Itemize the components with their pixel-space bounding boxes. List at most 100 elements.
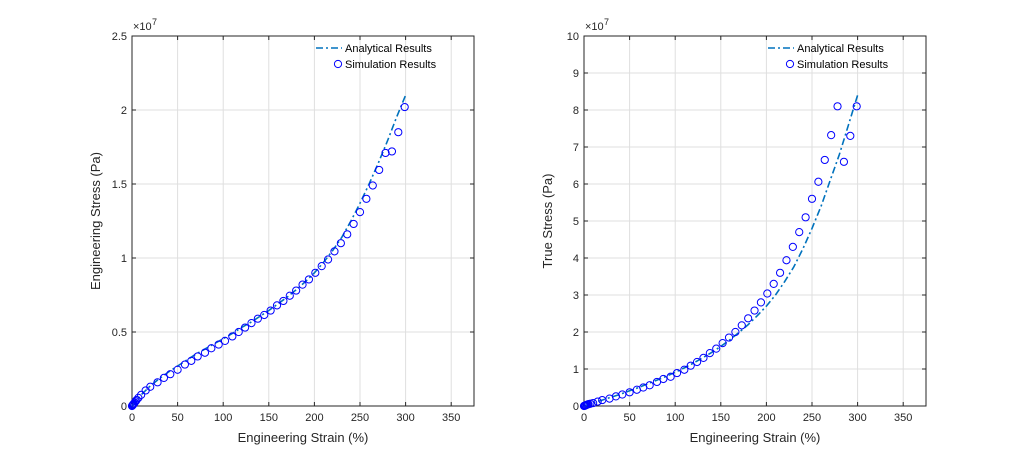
data-point [134,393,143,402]
data-point [362,194,371,203]
x-axis-label: Engineering Strain (%) [238,430,369,445]
y-tick-label: 2 [573,327,579,339]
legend-circle-icon [785,59,795,69]
data-point [731,327,740,337]
data-point [375,165,384,175]
data-point [228,332,237,341]
data-point [750,306,759,315]
data-point [394,128,403,137]
y-tick-label: 0.5 [112,327,127,339]
data-point [659,374,668,384]
data-point [323,255,333,264]
data-point [330,247,339,256]
series-points-simulation [579,102,861,411]
y-tick-label: 7 [573,142,579,154]
data-point [672,368,682,378]
x-tick-label: 250 [803,412,821,424]
y-tick-label: 5 [573,216,579,228]
data-point [200,348,210,357]
data-point [618,390,627,399]
data-point [625,388,634,397]
series-points-simulation [127,102,409,411]
data-point [207,344,216,353]
data-point [820,155,829,165]
x-axis-label: Engineering Strain (%) [690,430,821,445]
x-tick-label: 0 [581,412,587,424]
data-point [718,339,727,348]
series-line-analytical [583,94,859,407]
y-tick-label: 6 [573,179,579,191]
data-point [247,319,256,328]
data-point [593,397,602,406]
y-exponent-label: ×10 [133,21,152,33]
data-point [801,213,810,222]
plot-area [132,36,474,406]
y-tick-label: 1 [573,364,579,376]
data-point [387,147,397,156]
y-tick-label: 3 [573,290,579,302]
y-exponent-power: 7 [152,17,157,27]
data-point [180,360,189,369]
legend-entry-label: Analytical Results [345,43,432,55]
data-point [311,268,320,277]
legend: Analytical Results Simulation Results [316,43,437,71]
data-point [699,353,708,362]
data-point [292,286,301,295]
data-point [381,148,390,158]
data-point [132,395,141,405]
data-point [137,390,146,399]
data-point [304,275,314,284]
data-point [680,365,689,374]
data-point [159,373,169,382]
data-point [343,230,352,239]
data-point [839,157,849,166]
x-tick-label: 350 [894,412,912,424]
data-point [368,181,377,190]
data-point [166,370,175,379]
data-point [852,102,861,111]
y-tick-label: 2.5 [112,31,127,43]
data-point [336,239,345,248]
data-point [349,219,358,229]
data-point [589,398,598,408]
y-tick-label: 8 [573,105,579,117]
y-tick-label: 1.5 [112,179,127,191]
data-point [187,356,196,365]
data-point [645,381,654,390]
data-point [272,301,282,310]
legend: Analytical Results Simulation Results [768,43,889,71]
x-tick-label: 50 [171,412,183,424]
data-point [775,268,785,277]
x-tick-label: 250 [351,412,369,424]
legend-entry-label: Analytical Results [797,43,884,55]
data-point [827,131,836,140]
data-point [355,208,365,217]
data-point [234,327,243,337]
data-point [692,357,702,367]
legend-circle-icon [333,59,343,69]
y-axis-label: Engineering Stress (Pa) [88,152,103,290]
x-tick-label: 150 [712,412,730,424]
data-point [317,262,326,271]
data-point [279,296,288,306]
data-point [400,102,409,112]
data-point [795,228,804,237]
data-point [756,298,766,307]
x-tick-label: 300 [848,412,866,424]
y-tick-label: 1 [121,253,127,265]
x-tick-label: 100 [666,412,684,424]
x-tick-label: 50 [623,412,635,424]
data-point [712,344,721,353]
data-point [240,323,250,332]
data-point [193,352,202,361]
chart-panel-1: 0 50 100 150 200 250 300 350 0 0.5 1 1.5 2 2.5 ×10 7 Eng… [88,17,475,445]
data-point [260,310,269,320]
data-point [788,242,797,251]
x-tick-label: 150 [260,412,278,424]
x-tick-label: 300 [396,412,414,424]
data-point [266,306,275,315]
data-point [846,131,855,140]
x-tick-label: 200 [757,412,775,424]
data-point [814,177,823,186]
